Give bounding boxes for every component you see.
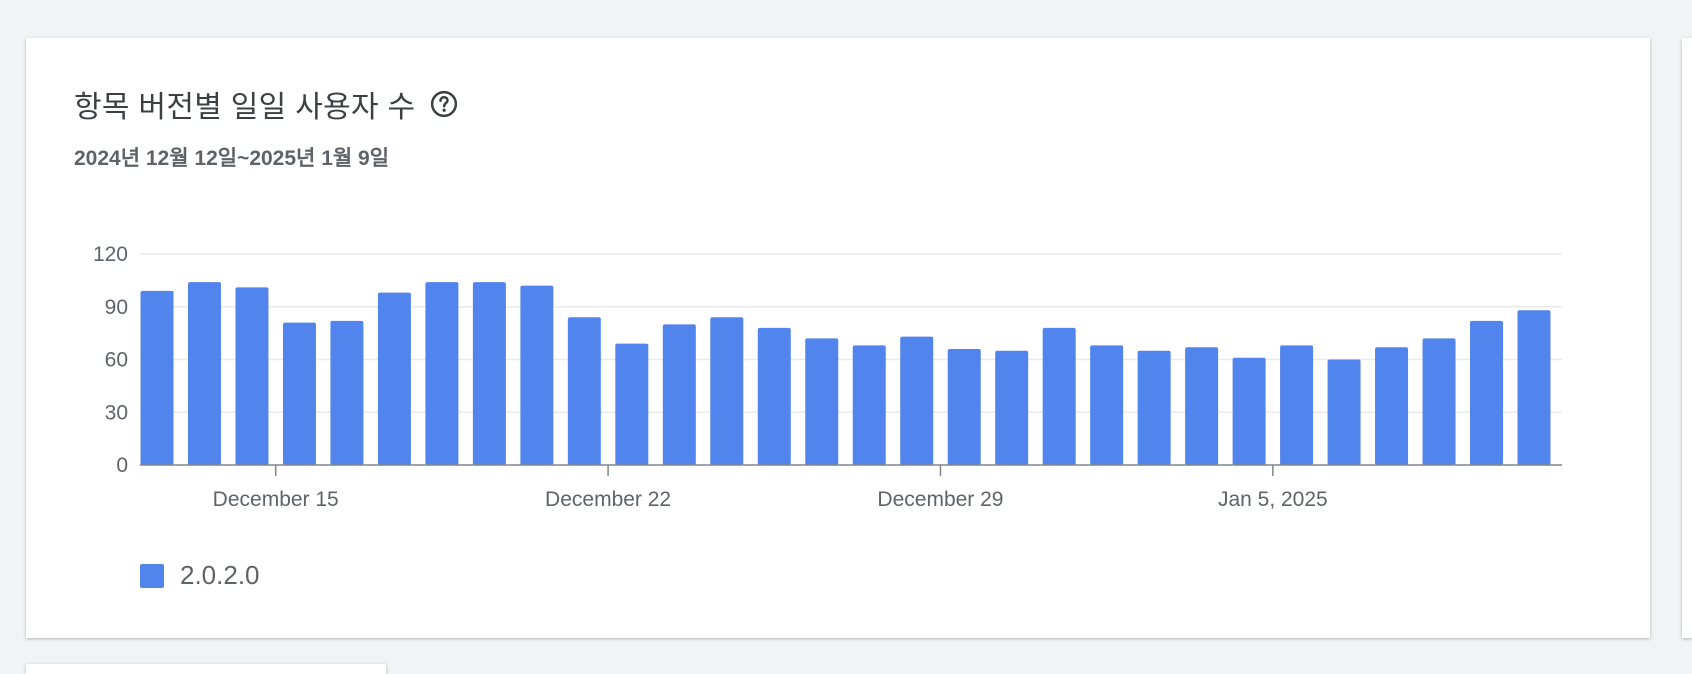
- adjacent-card-edge: [1682, 38, 1692, 638]
- legend-swatch: [140, 563, 164, 588]
- bar-2025-01-10[interactable]: [1517, 310, 1551, 465]
- y-tick-label: 120: [93, 243, 128, 266]
- bar-2024-12-21[interactable]: [567, 317, 601, 465]
- card-header: 항목 버전별 일일 사용자 수: [74, 82, 459, 126]
- bar-2024-12-15[interactable]: [282, 322, 316, 465]
- date-range-subtitle: 2024년 12월 12일~2025년 1월 9일: [74, 147, 390, 170]
- help-circle-icon[interactable]: [429, 89, 459, 119]
- bar-2025-01-08[interactable]: [1422, 338, 1456, 465]
- bar-2024-12-14[interactable]: [235, 287, 269, 465]
- bar-2024-12-31[interactable]: [1042, 327, 1076, 465]
- y-tick-label: 0: [116, 454, 128, 477]
- y-tick-label: 90: [105, 296, 128, 319]
- x-tick-label: December 29: [877, 488, 1003, 511]
- bar-2024-12-20[interactable]: [520, 285, 554, 465]
- bar-2024-12-26[interactable]: [805, 338, 839, 465]
- bar-2024-12-25[interactable]: [757, 327, 791, 465]
- bar-2024-12-24[interactable]: [710, 317, 744, 465]
- gridlines: [140, 253, 1562, 413]
- bar-2024-12-22[interactable]: [615, 343, 649, 465]
- bar-2024-12-18[interactable]: [425, 282, 459, 465]
- bar-2025-01-03[interactable]: [1185, 347, 1219, 465]
- bar-2025-01-05[interactable]: [1280, 345, 1314, 465]
- legend-label: 2.0.2.0: [180, 560, 260, 590]
- bar-2024-12-30[interactable]: [995, 350, 1029, 465]
- card-title: 항목 버전별 일일 사용자 수: [74, 91, 416, 124]
- x-axis-ticks: December 15 December 22 December 29 Jan 5, …: [213, 465, 1328, 511]
- bar-2025-01-01[interactable]: [1090, 345, 1124, 465]
- y-tick-label: 30: [105, 401, 128, 424]
- bar-2025-01-02[interactable]: [1137, 350, 1171, 465]
- legend[interactable]: 2.0.2.0: [140, 560, 260, 591]
- bar-2025-01-07[interactable]: [1375, 347, 1409, 465]
- bar-2025-01-06[interactable]: [1327, 359, 1361, 466]
- x-tick-label: December 15: [213, 488, 339, 511]
- y-axis-ticks: 0 30 60 90 120: [93, 243, 128, 477]
- bar-2024-12-29[interactable]: [947, 348, 981, 465]
- bar-2024-12-17[interactable]: [377, 292, 411, 465]
- bar-2024-12-13[interactable]: [187, 282, 221, 465]
- bar-2025-01-04[interactable]: [1232, 357, 1266, 465]
- bar-2025-01-09[interactable]: [1470, 320, 1504, 465]
- bar-2024-12-23[interactable]: [662, 324, 696, 465]
- bar-2024-12-19[interactable]: [472, 282, 506, 465]
- bar-2024-12-16[interactable]: [330, 320, 364, 465]
- bar-2024-12-27[interactable]: [852, 345, 886, 465]
- bars: [140, 282, 1551, 466]
- x-tick-label: Jan 5, 2025: [1218, 488, 1328, 511]
- bar-2024-12-28[interactable]: [900, 336, 934, 465]
- x-tick-label: December 22: [545, 488, 671, 511]
- bar-2024-12-12[interactable]: [140, 290, 174, 465]
- y-tick-label: 60: [105, 349, 128, 372]
